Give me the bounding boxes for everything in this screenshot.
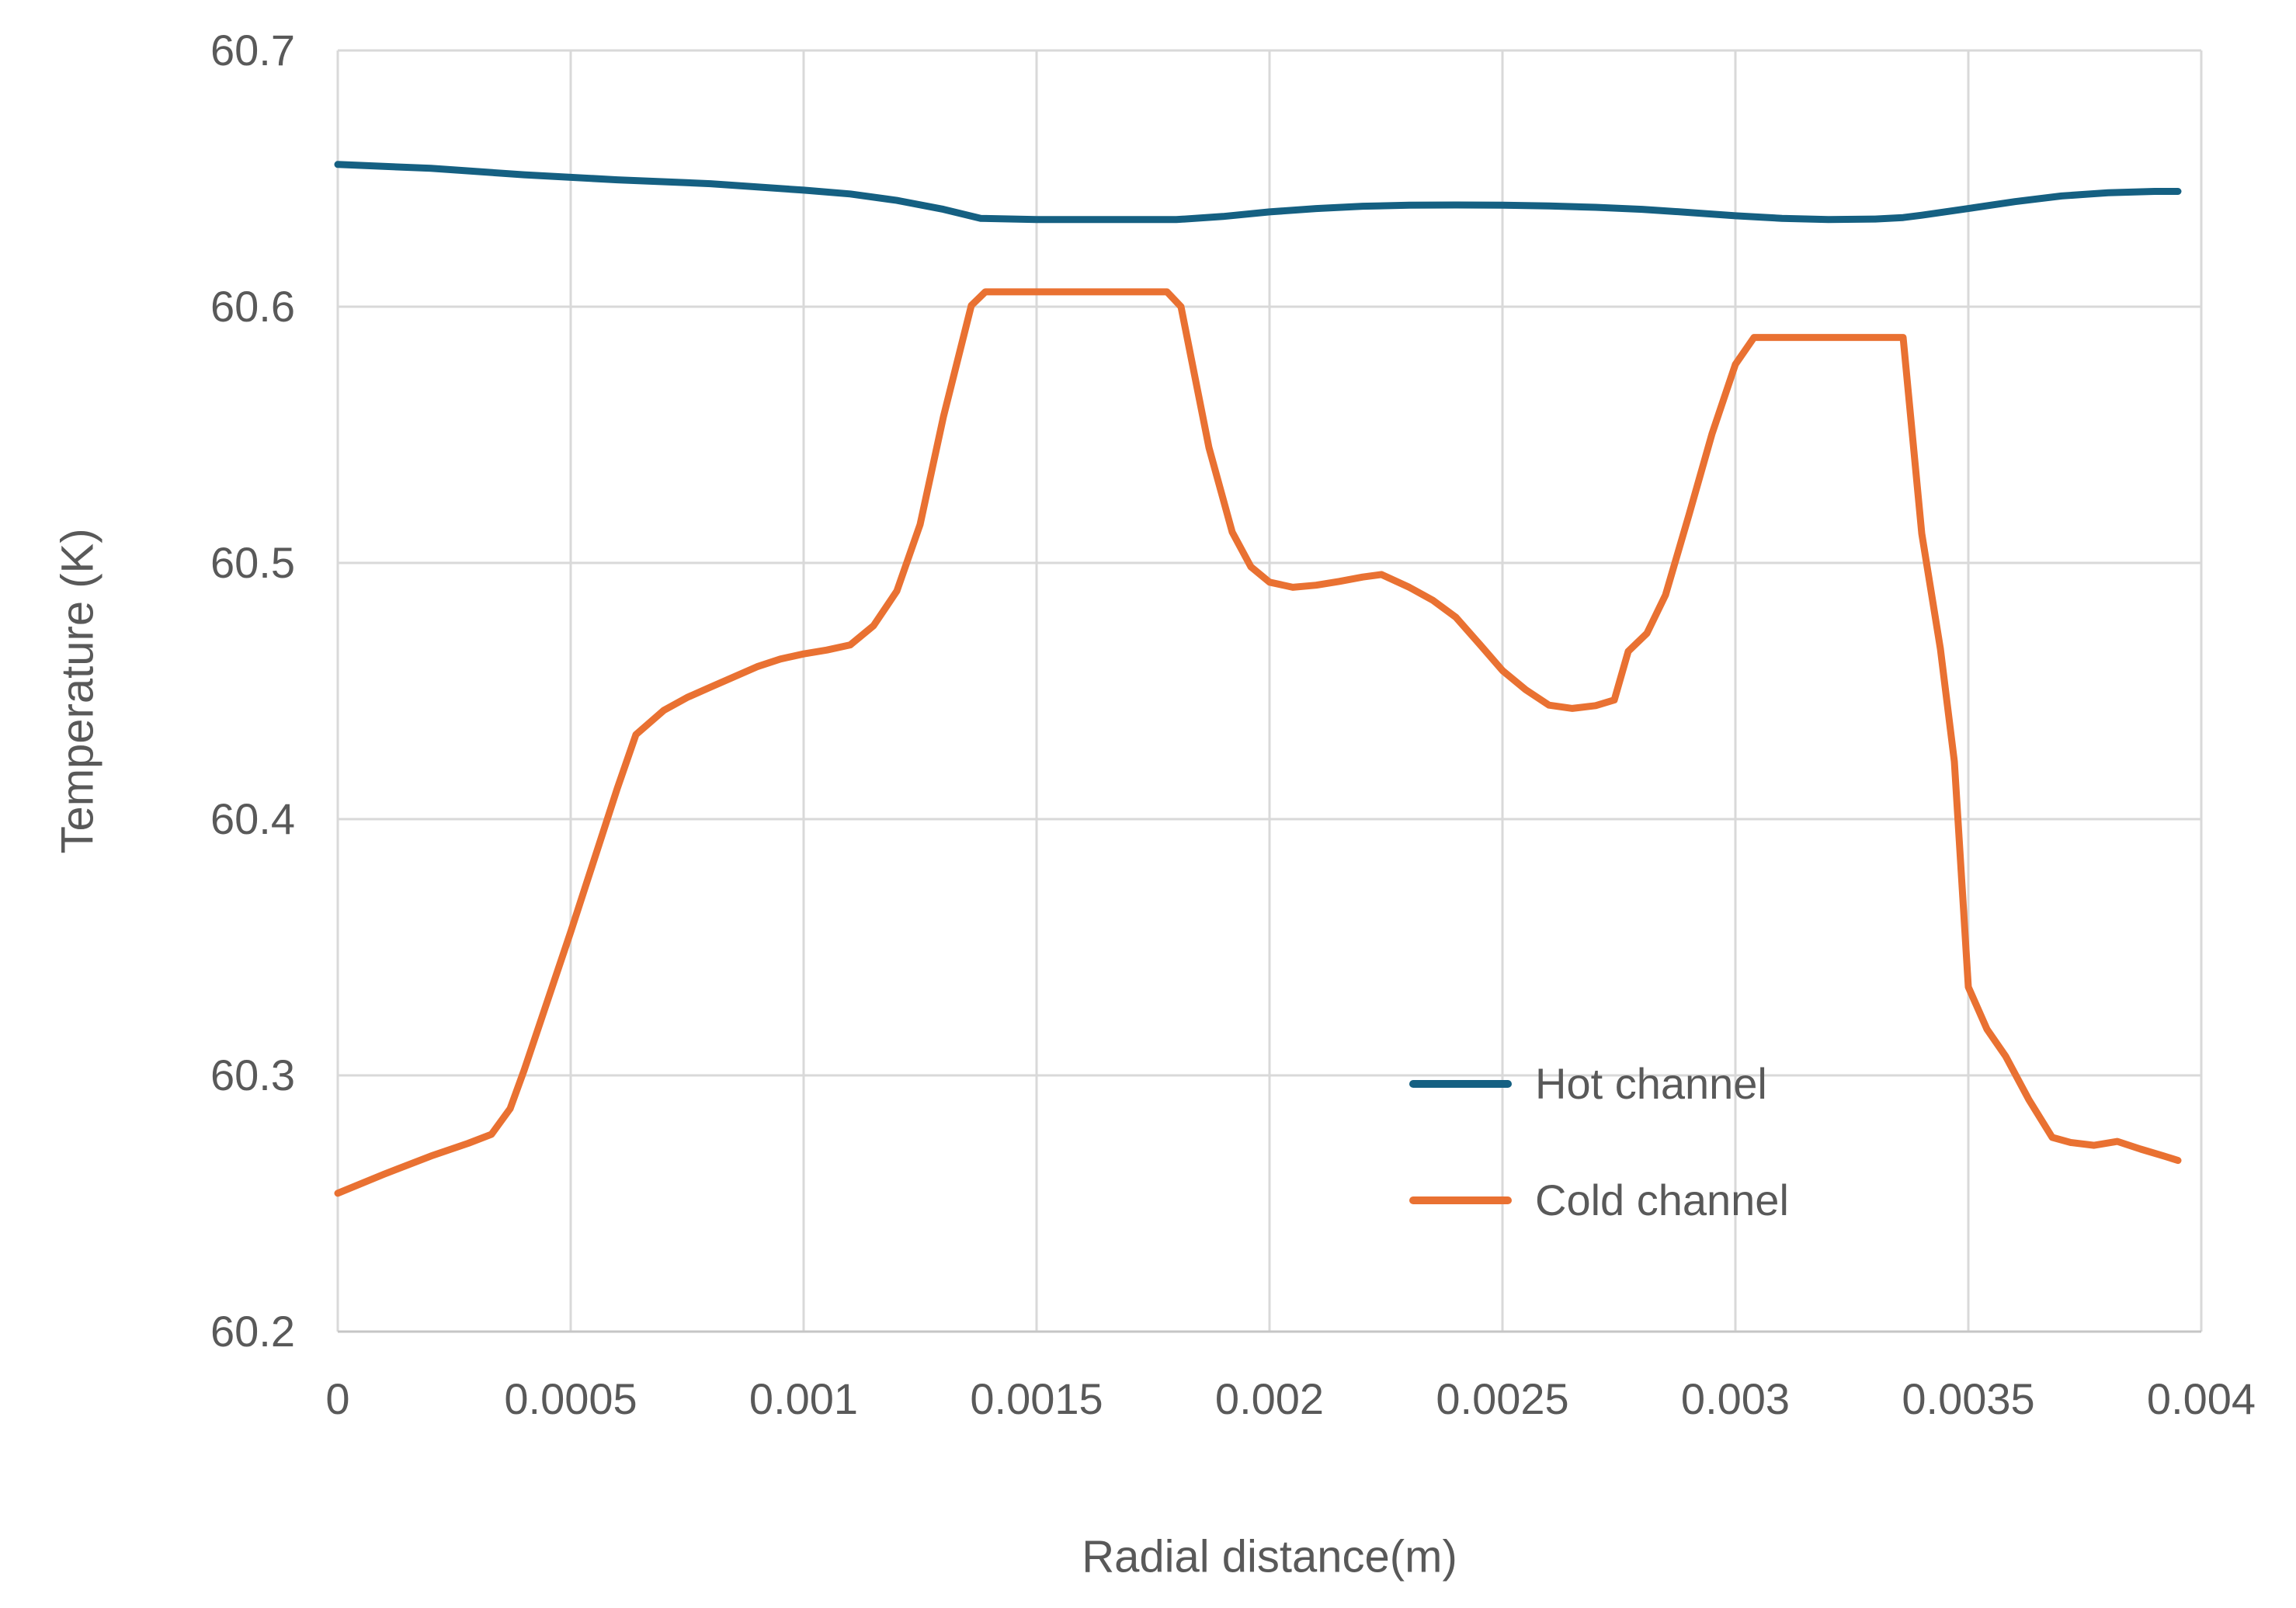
- y-tick-label: 60.2: [210, 1307, 295, 1356]
- y-axis-title: Temperature (K): [52, 528, 103, 854]
- hot-channel-line: [334, 161, 2182, 224]
- x-tick-label: 0: [325, 1374, 350, 1423]
- y-tick-label: 60.3: [210, 1051, 295, 1099]
- x-tick-label: 0.001: [749, 1374, 859, 1423]
- cold-channel-legend-label: Cold channel: [1535, 1176, 1789, 1224]
- x-tick-label: 0.0005: [504, 1374, 637, 1423]
- x-tick-label: 0.0035: [1902, 1374, 2035, 1423]
- x-tick-label: 0.004: [2146, 1374, 2256, 1423]
- x-tick-label: 0.003: [1680, 1374, 1791, 1423]
- legend-item-hot-channel: Hot channel: [1409, 1060, 1767, 1108]
- cold-channel-line: [334, 288, 2182, 1197]
- y-tick-label: 60.7: [210, 26, 295, 75]
- y-tick-label: 60.4: [210, 794, 295, 843]
- y-tick-label: 60.5: [210, 538, 295, 587]
- legend-item-cold-channel: Cold channel: [1409, 1176, 1789, 1224]
- x-tick-label: 0.002: [1214, 1374, 1325, 1423]
- x-tick-label: 0.0025: [1436, 1374, 1569, 1423]
- hot-channel-line-swatch: [1409, 1080, 1512, 1088]
- hot-channel-legend-label: Hot channel: [1535, 1059, 1767, 1108]
- cold-channel-line-swatch: [1409, 1196, 1512, 1204]
- x-tick-label: 0.0015: [970, 1374, 1103, 1423]
- y-tick-label: 60.6: [210, 282, 295, 331]
- x-axis-title: Radial distance(m): [1082, 1531, 1457, 1582]
